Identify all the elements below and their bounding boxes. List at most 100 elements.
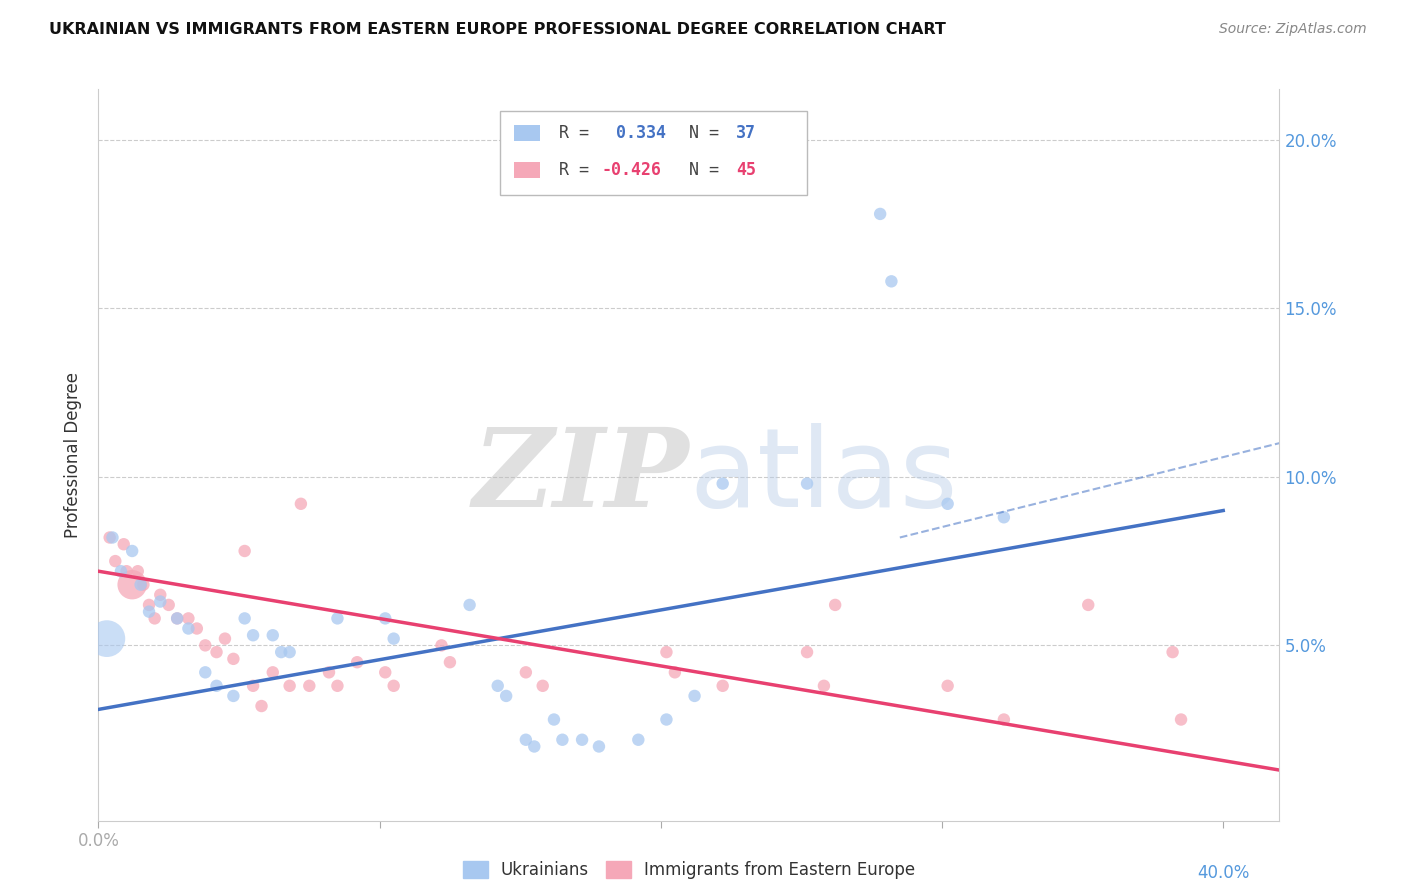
Point [98,531,121,545]
Point [531,679,554,693]
Point [664,665,686,680]
Point [627,732,650,747]
Point [115,564,138,578]
Point [104,554,127,568]
Point [486,679,509,693]
Point [439,655,461,669]
Y-axis label: Professional Degree: Professional Degree [65,372,83,538]
Text: N =: N = [679,161,730,178]
Point [132,577,155,591]
Point [374,611,396,625]
Point [374,665,396,680]
Point [430,639,453,653]
Point [166,611,188,625]
Point [222,689,245,703]
Point [262,665,284,680]
Point [1161,645,1184,659]
Point [515,732,537,747]
FancyBboxPatch shape [515,161,540,178]
Text: 0.334: 0.334 [616,124,665,142]
Text: R =: R = [560,161,599,178]
Point [205,645,228,659]
Point [129,577,152,591]
Point [262,628,284,642]
Point [813,679,835,693]
Point [233,611,256,625]
Point [711,476,734,491]
Text: 40.0%: 40.0% [1197,864,1250,882]
Text: atlas: atlas [689,424,957,531]
Point [290,497,312,511]
Point [655,645,678,659]
Point [194,639,217,653]
Point [346,655,368,669]
Point [205,679,228,693]
Point [278,679,301,693]
Point [186,622,208,636]
Point [96,632,118,646]
Point [571,732,593,747]
Point [143,611,166,625]
Point [121,577,143,591]
Point [551,732,574,747]
Point [1170,713,1192,727]
Point [683,689,706,703]
Point [382,679,405,693]
Point [270,645,292,659]
Point [458,598,481,612]
Point [796,476,818,491]
Point [127,564,149,578]
Point [233,544,256,558]
Text: 37: 37 [737,124,756,142]
Point [149,588,172,602]
Point [242,679,264,693]
Point [495,689,517,703]
Point [711,679,734,693]
Point [242,628,264,642]
Point [121,544,143,558]
Point [880,274,903,288]
Point [993,713,1015,727]
Point [110,564,132,578]
Point [515,665,537,680]
Point [278,645,301,659]
Point [298,679,321,693]
Point [101,531,124,545]
Point [326,679,349,693]
Point [796,645,818,659]
Point [655,713,678,727]
Text: N =: N = [679,124,730,142]
Point [543,713,565,727]
Point [936,679,959,693]
Point [1077,598,1099,612]
Text: UKRAINIAN VS IMMIGRANTS FROM EASTERN EUROPE PROFESSIONAL DEGREE CORRELATION CHAR: UKRAINIAN VS IMMIGRANTS FROM EASTERN EUR… [49,22,946,37]
Point [166,611,188,625]
FancyBboxPatch shape [515,125,540,141]
Text: -0.426: -0.426 [602,161,662,178]
Text: Source: ZipAtlas.com: Source: ZipAtlas.com [1219,22,1367,37]
Point [177,611,200,625]
Legend: Ukrainians, Immigrants from Eastern Europe: Ukrainians, Immigrants from Eastern Euro… [456,854,922,886]
Text: R =: R = [560,124,599,142]
Text: ZIP: ZIP [472,423,689,531]
FancyBboxPatch shape [501,112,807,195]
Text: 45: 45 [737,161,756,178]
Point [157,598,180,612]
Point [869,207,891,221]
Point [318,665,340,680]
Point [936,497,959,511]
Point [112,537,135,551]
Point [523,739,546,754]
Point [588,739,610,754]
Point [326,611,349,625]
Point [250,699,273,714]
Point [382,632,405,646]
Point [214,632,236,646]
Point [138,598,160,612]
Point [177,622,200,636]
Point [993,510,1015,524]
Point [138,605,160,619]
Point [149,594,172,608]
Point [194,665,217,680]
Point [824,598,846,612]
